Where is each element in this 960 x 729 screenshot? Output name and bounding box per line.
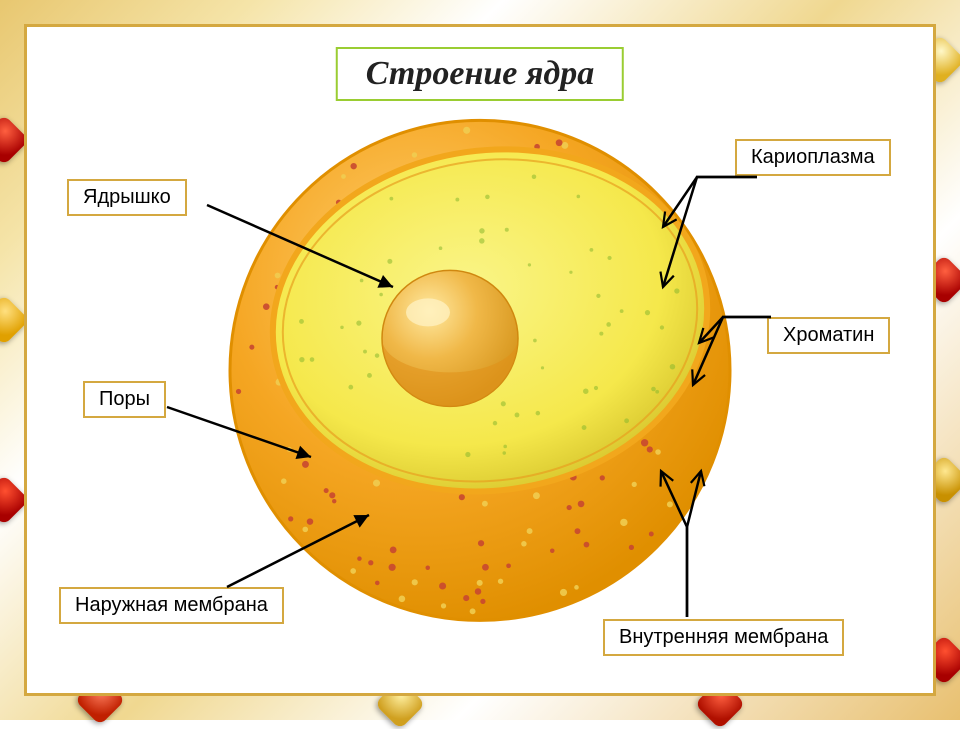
nucleus-diagram (220, 110, 740, 630)
label-chromatin: Хроматин (767, 317, 890, 354)
label-pores: Поры (83, 381, 166, 418)
label-karyoplasm: Кариоплазма (735, 139, 891, 176)
label-nucleolus: Ядрышко (67, 179, 187, 216)
diagram-panel: Строение ядра Ядрышко Поры Наружная мемб… (24, 24, 936, 696)
diagram-title: Строение ядра (336, 47, 624, 101)
